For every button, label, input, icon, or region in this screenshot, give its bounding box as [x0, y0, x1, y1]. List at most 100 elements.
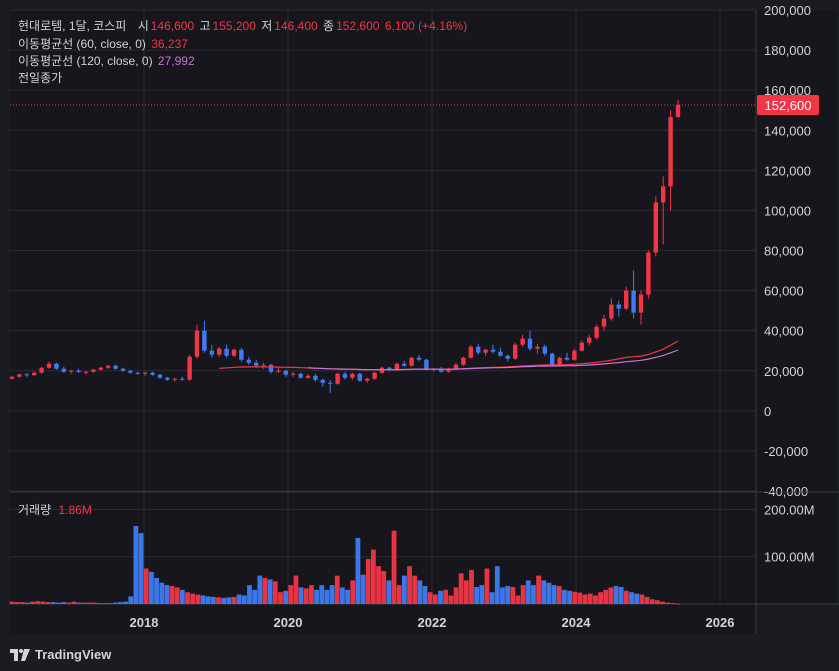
tradingview-logo[interactable]: TradingView [10, 647, 111, 662]
legend-symbol: 현대로템, 1달, 코스피 [18, 19, 127, 33]
volume-bar [25, 602, 30, 604]
price-tick-label: 120,000 [764, 163, 811, 178]
legend-close-value: 152,600 [336, 19, 380, 33]
candle-body [91, 369, 96, 372]
volume-bar [112, 602, 118, 604]
volume-bar [598, 592, 603, 604]
volume-bar [639, 594, 645, 604]
candle [217, 346, 222, 357]
candle-body [468, 346, 473, 358]
volume-bar [56, 602, 61, 604]
candle [535, 343, 540, 354]
volume-bar [309, 585, 314, 604]
candle-body [594, 326, 599, 338]
candle [187, 354, 192, 381]
candle-body [254, 362, 259, 366]
price-volume-chart[interactable]: 200,000 180,000 160,000 140,000 120,000 100,0… [0, 0, 839, 639]
candle-body [180, 378, 185, 380]
volume-bar [66, 602, 72, 604]
candle-body [461, 357, 466, 365]
candle-body [202, 330, 207, 351]
volume-bar [531, 585, 536, 604]
volume-bar [562, 589, 567, 604]
candle-body [424, 359, 429, 370]
volume-bar [97, 603, 103, 605]
candle [106, 364, 111, 369]
candle-body [342, 373, 348, 378]
candle [601, 314, 607, 331]
volume-bar [448, 595, 454, 604]
candle [350, 372, 355, 380]
candle [61, 366, 66, 373]
candle [542, 344, 547, 356]
candle [135, 371, 140, 375]
volume-bar [303, 588, 309, 604]
price-tick-label: -20,000 [764, 444, 808, 459]
volume-bar [634, 593, 640, 604]
volume-bar [660, 601, 665, 604]
candle [409, 356, 414, 367]
candle-body [587, 337, 592, 343]
candle [69, 369, 74, 374]
volume-bar [479, 585, 485, 604]
candle [520, 334, 525, 347]
candle-body [217, 348, 222, 355]
volume-bar [365, 559, 371, 604]
candle [342, 371, 348, 380]
candle [98, 366, 103, 371]
volume-bar [443, 589, 449, 604]
volume-bar [81, 602, 87, 604]
volume-bar [257, 575, 263, 604]
legend-ma120[interactable]: 이동평균선 (120, close, 0) 27,992 [18, 53, 197, 69]
volume-bar [190, 593, 196, 604]
candle-body [564, 357, 570, 360]
volume-bar [143, 568, 149, 604]
price-tick-label: 180,000 [764, 43, 811, 58]
volume-bar [608, 587, 614, 604]
legend-ma60[interactable]: 이동평균선 (60, close, 0) 36,237 [18, 36, 190, 52]
candle [490, 344, 496, 354]
volume-bar [412, 575, 418, 604]
volume-bar [216, 597, 221, 604]
candle [32, 371, 37, 376]
volume-bar [200, 595, 206, 604]
candle [83, 370, 89, 375]
volume-bar [520, 585, 526, 604]
volume-bar [489, 592, 495, 604]
volume-bar [71, 601, 77, 604]
volume-bar [582, 594, 588, 604]
candle-body [446, 368, 451, 372]
volume-bar [536, 575, 542, 604]
volume-bar [241, 595, 247, 604]
candle-body [579, 342, 584, 351]
volume-bar [505, 586, 511, 604]
candle [498, 347, 503, 357]
volume-value: 1.86M [58, 503, 92, 517]
volume-legend[interactable]: 거래량 1.86M [18, 501, 92, 518]
volume-tick-label: 200.00M [764, 502, 815, 517]
candle-body [476, 346, 481, 353]
volume-bar [577, 592, 583, 604]
footer: TradingView [0, 639, 839, 671]
candle [202, 320, 207, 353]
candle-body [313, 375, 318, 380]
candle [261, 362, 266, 369]
ma120-line [307, 349, 679, 371]
legend-prev-close[interactable]: 전일종가 [18, 70, 64, 86]
candle [224, 344, 229, 358]
candle [313, 373, 318, 382]
volume-bar [252, 589, 258, 604]
chart-frame[interactable]: 200,000 180,000 160,000 140,000 120,000 100,0… [0, 0, 839, 639]
volume-bar [92, 602, 98, 604]
candle [483, 348, 488, 356]
candle [594, 324, 599, 340]
volume-bar [272, 581, 278, 604]
candle [638, 290, 644, 325]
legend-ma60-label: 이동평균선 (60, close, 0) [18, 37, 146, 51]
candle-body [416, 357, 422, 360]
volume-bar [432, 594, 438, 604]
volume-bar [438, 590, 443, 604]
candle-body [542, 346, 547, 354]
volume-bar [102, 603, 108, 605]
candle-body [520, 338, 525, 345]
